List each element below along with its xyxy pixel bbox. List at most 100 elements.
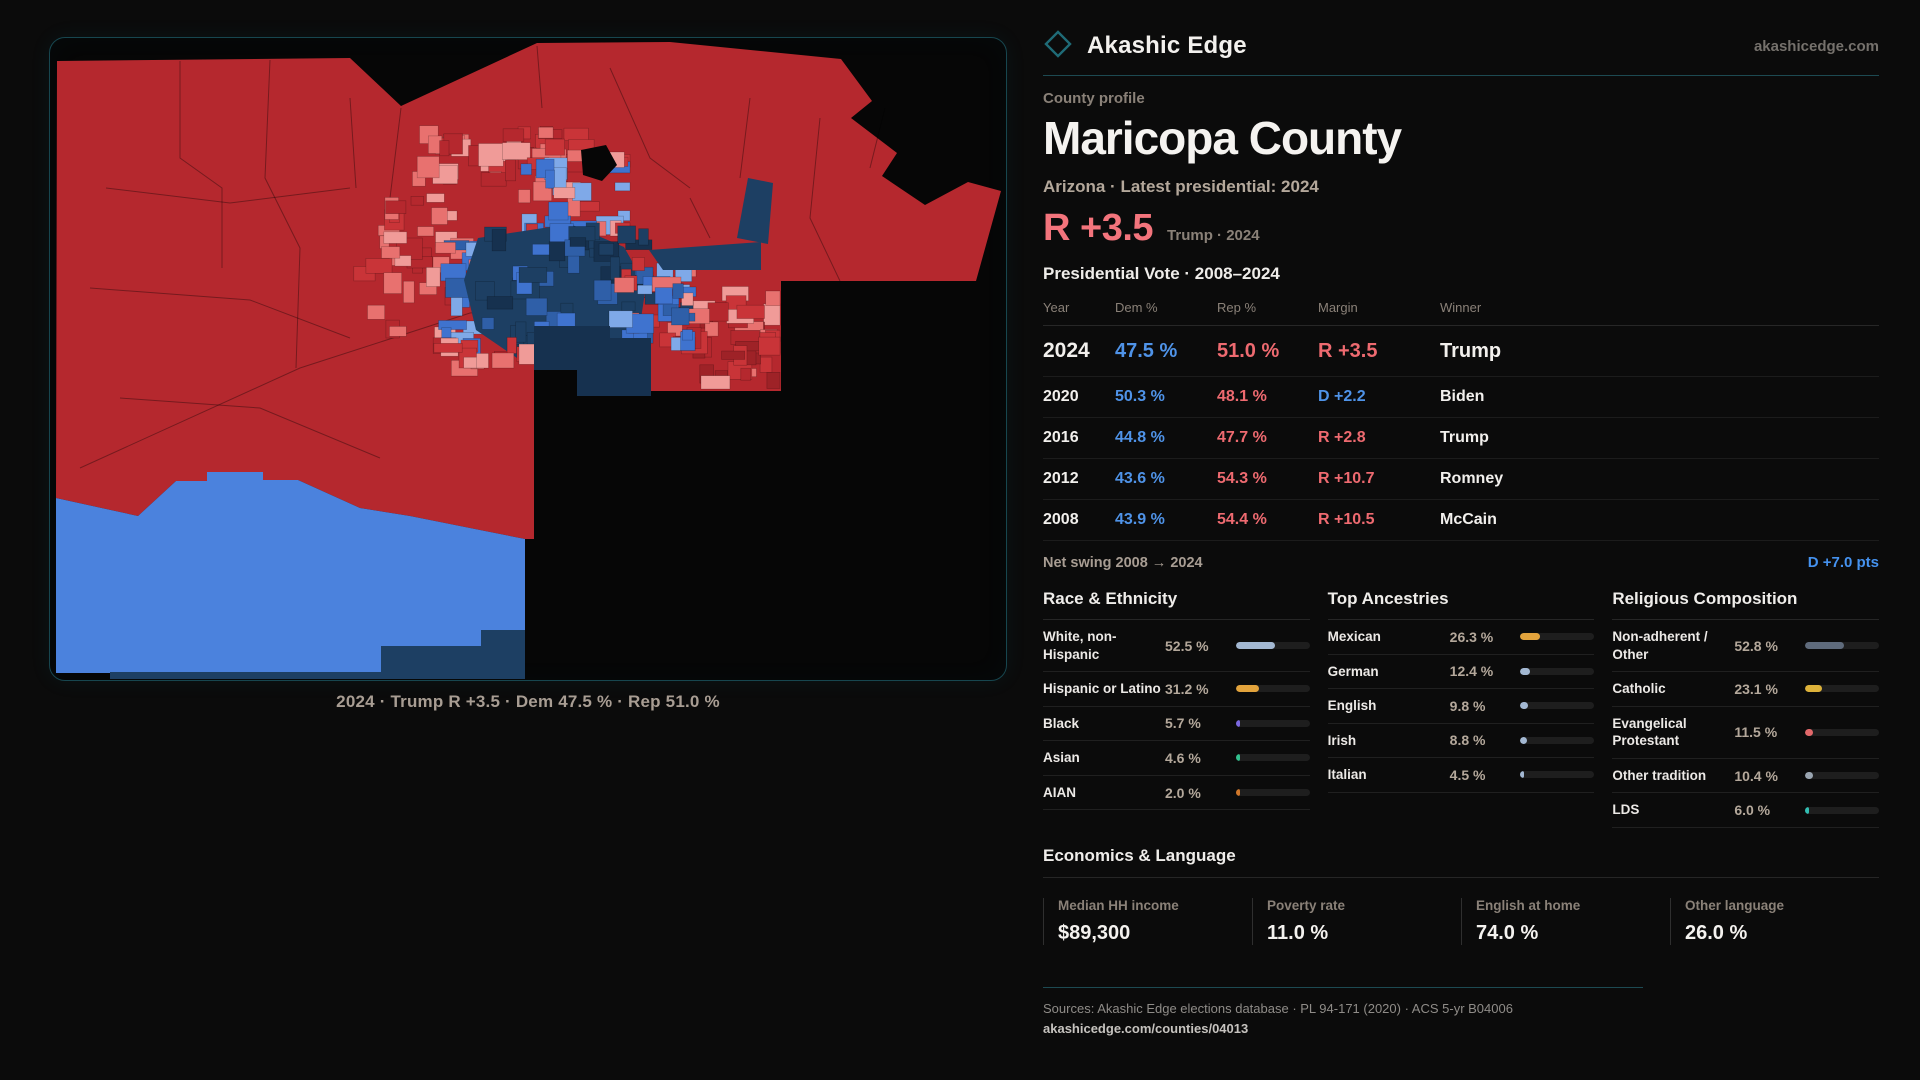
col-rep: Rep %: [1217, 300, 1257, 315]
demo-column-title: Religious Composition: [1612, 589, 1879, 620]
demo-bar: [1804, 685, 1879, 693]
demo-bar: [1804, 772, 1879, 779]
demo-bar-fill: [1235, 685, 1259, 693]
sources-link[interactable]: akashicedge.com/counties/04013: [1043, 1020, 1249, 1036]
col-margin: Margin: [1318, 300, 1358, 315]
demo-bar: [1520, 702, 1595, 710]
county-map-card: [49, 37, 1007, 681]
demo-bar: [1235, 789, 1310, 796]
vote-cell: Biden: [1440, 388, 1485, 405]
demo-label: Catholic: [1612, 681, 1666, 697]
demo-column: Religious Composition Non-adherent / Othe…: [1612, 589, 1879, 828]
demo-bar: [1804, 642, 1879, 650]
demo-value: 52.8 %: [1734, 637, 1778, 654]
demo-bar-fill: [1235, 789, 1240, 796]
net-swing-value: D +7.0 pts: [1807, 554, 1879, 571]
brand-domain-link[interactable]: akashicedge.com: [1753, 37, 1879, 55]
econ-stat: Other language 26.0 %: [1670, 897, 1879, 945]
demographics: Race & Ethnicity White, non-Hispanic 52.5 …: [1043, 589, 1879, 828]
vote-cell: 2016: [1043, 429, 1079, 446]
precinct-map[interactable]: [50, 38, 1007, 681]
demo-label: Mexican: [1327, 629, 1381, 644]
sources-block: Sources: Akashic Edge elections database…: [1043, 986, 1643, 1039]
demo-label: Black: [1043, 715, 1080, 731]
demo-row: Hispanic or Latino 31.2 %: [1043, 672, 1310, 707]
econ-stat: Poverty rate 11.0 %: [1252, 897, 1461, 945]
headline-margin: R +3.5: [1043, 207, 1154, 249]
map-region-democratic-southwest: [56, 472, 525, 673]
demo-column-title: Race & Ethnicity: [1043, 589, 1310, 620]
vote-row-2020: 2020 50.3 % 48.1 % D +2.2 Biden: [1043, 377, 1879, 418]
demo-value: 4.6 %: [1165, 749, 1201, 766]
demo-bar-fill: [1520, 771, 1525, 779]
vote-cell: 47.5 %: [1115, 339, 1178, 362]
vote-cell: Romney: [1440, 470, 1504, 487]
econ-stat-label: Median HH income: [1058, 897, 1179, 913]
vote-cell: 2024: [1043, 339, 1090, 362]
demo-bar: [1235, 754, 1310, 762]
vote-cell: R +10.7: [1318, 470, 1375, 487]
demo-label: Italian: [1327, 767, 1367, 783]
demo-row: Evangelical Protestant 11.5 %: [1612, 707, 1879, 759]
demo-value: 23.1 %: [1734, 680, 1778, 697]
col-winner: Winner: [1440, 300, 1482, 315]
demo-bar: [1235, 685, 1310, 693]
demo-label: LDS: [1612, 802, 1640, 818]
vote-table-header: Year Dem % Rep % Margin Winner: [1043, 294, 1879, 326]
demo-label: AIAN: [1043, 784, 1076, 800]
page-title: Maricopa County: [1043, 112, 1402, 164]
vote-cell: 48.1 %: [1217, 388, 1267, 405]
demo-row: German 12.4 %: [1327, 655, 1595, 690]
vote-cell: 43.9 %: [1115, 511, 1165, 528]
economics-title: Economics & Language: [1043, 846, 1879, 878]
vote-cell: R +3.5: [1318, 339, 1378, 362]
demo-bar-fill: [1804, 772, 1813, 779]
demo-bar-fill: [1235, 642, 1275, 650]
vote-cell: 54.3 %: [1217, 470, 1267, 487]
vote-table-title: Presidential Vote · 2008–2024: [1043, 264, 1280, 283]
econ-stat-label: Poverty rate: [1267, 897, 1346, 913]
demo-bar-fill: [1520, 736, 1527, 744]
vote-cell: 2012: [1043, 470, 1079, 487]
demo-value: 6.0 %: [1734, 802, 1771, 819]
vote-row-2016: 2016 44.8 % 47.7 % R +2.8 Trump: [1043, 418, 1879, 459]
demo-bar: [1520, 667, 1595, 675]
demo-column: Race & Ethnicity White, non-Hispanic 52.5 …: [1043, 589, 1310, 828]
demo-bar-fill: [1520, 633, 1540, 641]
header-divider: [1043, 75, 1879, 76]
demo-bar: [1520, 771, 1595, 779]
demo-label: Asian: [1043, 750, 1080, 766]
vote-cell: McCain: [1440, 511, 1497, 528]
vote-cell: R +2.8: [1318, 429, 1366, 446]
demo-bar-fill: [1804, 642, 1845, 650]
econ-stat-value: 74.0 %: [1476, 921, 1539, 944]
econ-stat-label: English at home: [1476, 897, 1581, 913]
demo-bar-fill: [1804, 806, 1810, 814]
demo-value: 31.2 %: [1165, 680, 1209, 697]
vote-cell: 2020: [1043, 388, 1079, 405]
map-region-navy-east-arm: [649, 242, 761, 270]
demo-bar-fill: [1235, 754, 1240, 762]
sources-text: Sources: Akashic Edge elections database…: [1043, 1000, 1513, 1016]
demo-label: Other tradition: [1612, 767, 1707, 783]
brand-header: Akashic Edge akashicedge.com: [1043, 26, 1879, 66]
vote-row-2008: 2008 43.9 % 54.4 % R +10.5 McCain: [1043, 500, 1879, 541]
vote-row-2012: 2012 43.6 % 54.3 % R +10.7 Romney: [1043, 459, 1879, 500]
demo-bar-fill: [1520, 667, 1530, 675]
econ-stat: Median HH income $89,300: [1043, 897, 1252, 945]
demo-row: White, non-Hispanic 52.5 %: [1043, 620, 1310, 673]
demo-value: 10.4 %: [1734, 767, 1778, 784]
demo-bar: [1235, 719, 1310, 727]
demo-bar: [1520, 736, 1595, 744]
col-dem: Dem %: [1115, 300, 1158, 315]
demo-bar: [1520, 633, 1595, 641]
demo-value: 9.8 %: [1449, 697, 1486, 714]
econ-stat-value: 11.0 %: [1267, 921, 1329, 944]
demo-row: English 9.8 %: [1327, 689, 1595, 724]
demo-column-title: Top Ancestries: [1327, 589, 1595, 620]
brand-diamond-icon: [1043, 29, 1073, 64]
demo-bar: [1804, 728, 1879, 736]
vote-cell: 51.0 %: [1217, 339, 1280, 362]
demo-value: 2.0 %: [1165, 784, 1201, 801]
demo-label: Evangelical Protestant: [1612, 715, 1687, 749]
